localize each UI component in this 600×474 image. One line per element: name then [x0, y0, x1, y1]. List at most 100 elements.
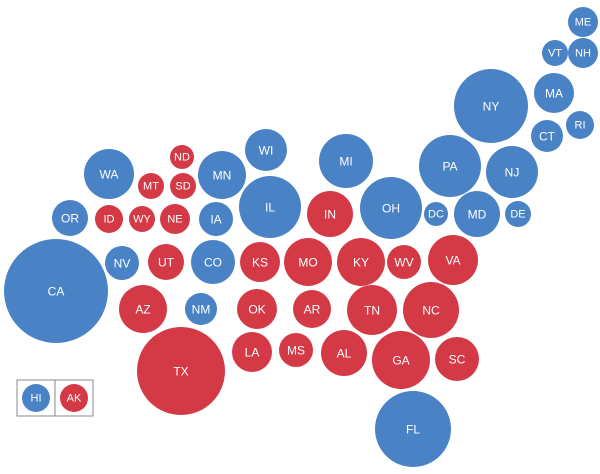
state-label-me: ME [575, 17, 592, 29]
state-bubble-ut: UT [148, 244, 184, 280]
state-bubble-tn: TN [347, 285, 397, 335]
state-circle-pa [419, 135, 481, 197]
state-label-fl: FL [406, 423, 420, 437]
state-label-ny: NY [483, 100, 500, 114]
state-bubble-in: IN [307, 191, 353, 237]
state-label-ca: CA [48, 285, 65, 299]
state-label-ct: CT [539, 130, 556, 144]
state-label-la: LA [245, 346, 260, 360]
state-circle-co [191, 240, 235, 284]
state-label-ks: KS [252, 256, 268, 270]
state-label-vt: VT [548, 48, 562, 60]
state-circle-mt [138, 173, 164, 199]
state-circle-ok [237, 289, 277, 329]
state-bubble-nd: ND [170, 145, 194, 169]
state-label-ga: GA [392, 354, 409, 368]
state-circle-nh [568, 38, 598, 68]
state-label-wy: WY [133, 214, 151, 226]
state-label-mo: MO [298, 256, 317, 270]
state-bubble-wy: WY [129, 206, 155, 232]
state-label-wi: WI [259, 144, 274, 158]
state-bubble-nc: NC [403, 282, 459, 338]
state-label-pa: PA [442, 160, 457, 174]
state-circle-ky [337, 238, 385, 286]
state-bubble-sd: SD [170, 173, 196, 199]
state-label-de: DE [510, 209, 525, 221]
state-label-nv: NV [114, 257, 131, 271]
state-circle-fl [375, 391, 451, 467]
state-bubble-ne: NE [160, 204, 190, 234]
state-bubble-la: LA [232, 332, 272, 372]
state-circle-oh [360, 177, 422, 239]
state-bubble-sc: SC [435, 337, 479, 381]
state-bubble-pa: PA [419, 135, 481, 197]
state-bubble-ms: MS [279, 333, 313, 367]
state-label-dc: DC [428, 209, 444, 221]
state-circle-ny [454, 69, 528, 143]
state-bubble-ga: GA [372, 331, 430, 389]
state-label-sc: SC [449, 353, 466, 367]
state-circle-ma [534, 73, 574, 113]
state-bubble-co: CO [191, 240, 235, 284]
state-circle-ca [4, 239, 108, 343]
state-bubble-wi: WI [245, 129, 287, 171]
state-bubble-nm: NM [185, 293, 217, 325]
state-bubble-ma: MA [534, 73, 574, 113]
state-circle-mn [198, 151, 246, 199]
state-bubble-md: MD [454, 191, 500, 237]
inset-box-alaska [54, 379, 94, 417]
state-circle-wa [84, 149, 134, 199]
state-circle-in [307, 191, 353, 237]
state-bubble-vt: VT [542, 40, 568, 66]
state-label-mn: MN [213, 169, 232, 183]
state-label-ia: IA [210, 213, 221, 227]
state-bubble-ak: AK [60, 384, 88, 412]
state-label-ky: KY [353, 256, 369, 270]
state-circle-ms [279, 333, 313, 367]
state-bubble-fl: FL [375, 391, 451, 467]
state-circle-md [454, 191, 500, 237]
state-label-ms: MS [287, 344, 305, 358]
state-circle-ut [148, 244, 184, 280]
state-circle-wi [245, 129, 287, 171]
state-bubbles: ME VT NH NY MA CT RI WI ND MI PA NJ WA MT SD MN IL IN OH OR… [4, 7, 598, 467]
state-circle-me [568, 7, 598, 37]
state-label-ok: OK [248, 303, 265, 317]
state-circle-vt [542, 40, 568, 66]
state-bubble-dc: DC [424, 202, 448, 226]
state-label-wv: WV [394, 256, 413, 270]
state-label-ri: RI [575, 120, 586, 132]
state-bubble-nj: NJ [486, 146, 538, 198]
state-bubble-az: AZ [119, 285, 167, 333]
state-circle-mi [319, 134, 373, 188]
state-label-md: MD [468, 208, 487, 222]
state-bubble-ct: CT [531, 120, 563, 152]
state-circle-sc [435, 337, 479, 381]
state-circle-wy [129, 206, 155, 232]
state-label-hi: HI [31, 393, 42, 405]
state-bubble-nh: NH [568, 38, 598, 68]
state-label-ma: MA [545, 87, 563, 101]
state-bubble-mn: MN [198, 151, 246, 199]
state-bubble-ks: KS [240, 242, 280, 282]
state-bubble-hi: HI [22, 384, 50, 412]
state-label-id: ID [104, 214, 115, 226]
state-label-az: AZ [135, 303, 150, 317]
state-circle-ar [293, 290, 331, 328]
state-circle-wv [387, 245, 421, 279]
state-label-ar: AR [304, 303, 321, 317]
state-bubble-al: AL [321, 330, 367, 376]
state-circle-ct [531, 120, 563, 152]
state-bubble-ca: CA [4, 239, 108, 343]
state-label-il: IL [265, 201, 275, 215]
state-bubble-de: DE [505, 201, 531, 227]
state-circle-nd [170, 145, 194, 169]
state-circle-ne [160, 204, 190, 234]
state-circle-nc [403, 282, 459, 338]
state-label-oh: OH [382, 202, 400, 216]
state-circle-hi [22, 384, 50, 412]
state-bubble-ia: IA [199, 202, 233, 236]
state-circle-az [119, 285, 167, 333]
state-bubble-ar: AR [293, 290, 331, 328]
